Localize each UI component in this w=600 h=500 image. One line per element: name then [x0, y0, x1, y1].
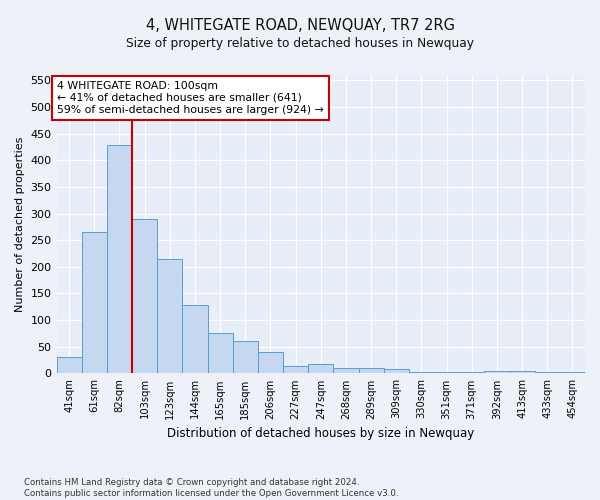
Text: Size of property relative to detached houses in Newquay: Size of property relative to detached ho… — [126, 38, 474, 51]
Y-axis label: Number of detached properties: Number of detached properties — [15, 136, 25, 312]
Bar — [157, 259, 182, 374]
Bar — [560, 372, 585, 374]
Bar — [383, 369, 409, 374]
Bar — [334, 368, 359, 374]
Bar — [82, 232, 107, 374]
Text: 4 WHITEGATE ROAD: 100sqm
← 41% of detached houses are smaller (641)
59% of semi-: 4 WHITEGATE ROAD: 100sqm ← 41% of detach… — [57, 82, 324, 114]
Bar — [258, 352, 283, 374]
Bar — [283, 366, 308, 374]
Bar — [484, 371, 509, 374]
Bar — [535, 372, 560, 374]
Bar — [459, 372, 484, 374]
Text: Contains HM Land Registry data © Crown copyright and database right 2024.
Contai: Contains HM Land Registry data © Crown c… — [24, 478, 398, 498]
Bar — [132, 219, 157, 374]
Bar — [308, 364, 334, 374]
Bar — [56, 358, 82, 374]
Bar — [409, 372, 434, 374]
Bar — [233, 342, 258, 374]
X-axis label: Distribution of detached houses by size in Newquay: Distribution of detached houses by size … — [167, 427, 475, 440]
Bar — [359, 368, 383, 374]
Bar — [434, 372, 459, 374]
Bar — [509, 371, 535, 374]
Bar — [208, 333, 233, 374]
Bar — [182, 305, 208, 374]
Bar — [107, 146, 132, 374]
Text: 4, WHITEGATE ROAD, NEWQUAY, TR7 2RG: 4, WHITEGATE ROAD, NEWQUAY, TR7 2RG — [146, 18, 455, 32]
